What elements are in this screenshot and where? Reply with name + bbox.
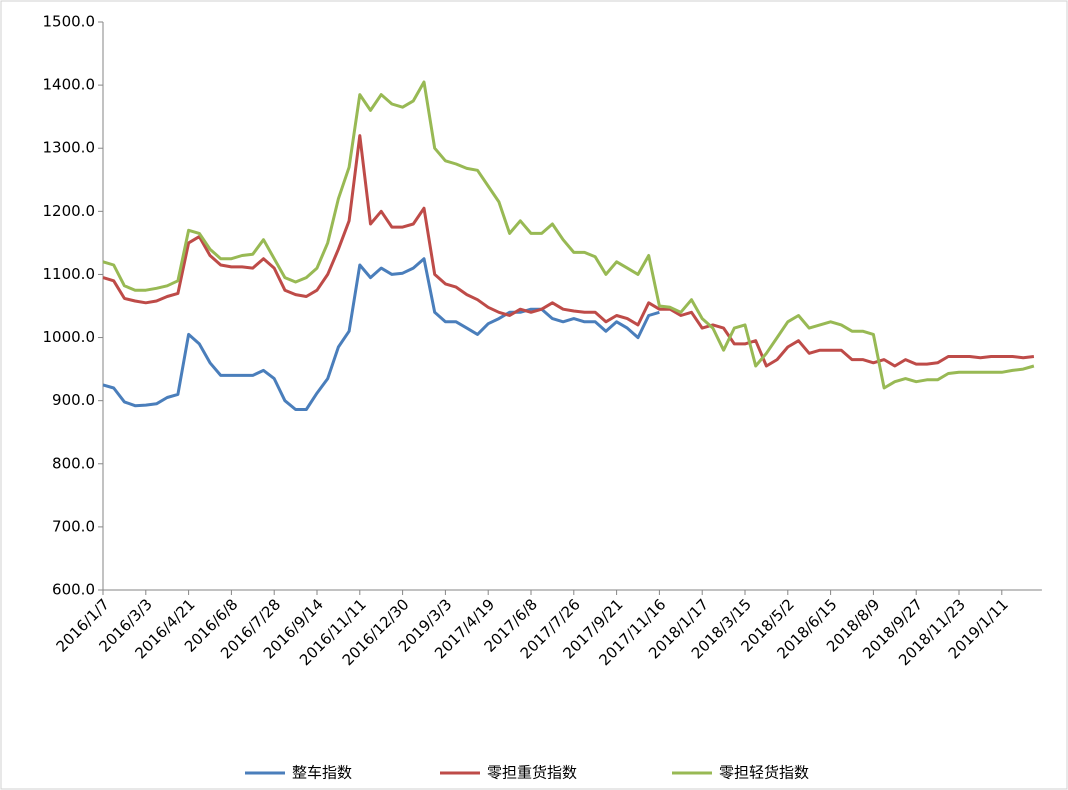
legend-label: 零担轻货指数 — [719, 764, 809, 782]
series-line — [102, 80, 1035, 390]
y-tick-label: 700.0 — [52, 517, 95, 535]
y-tick-label: 900.0 — [52, 391, 95, 409]
y-tick-label: 600.0 — [52, 581, 95, 599]
y-tick-label: 1100.0 — [43, 265, 96, 283]
legend-label: 整车指数 — [292, 764, 352, 782]
series-line — [102, 257, 660, 411]
y-tick-label: 800.0 — [52, 454, 95, 472]
legend-label: 零担重货指数 — [487, 764, 577, 782]
y-tick-label: 1300.0 — [43, 139, 96, 157]
y-tick-label: 1500.0 — [43, 13, 96, 31]
y-tick-label: 1000.0 — [43, 328, 96, 346]
y-tick-label: 1200.0 — [43, 202, 96, 220]
y-tick-label: 1400.0 — [43, 76, 96, 94]
